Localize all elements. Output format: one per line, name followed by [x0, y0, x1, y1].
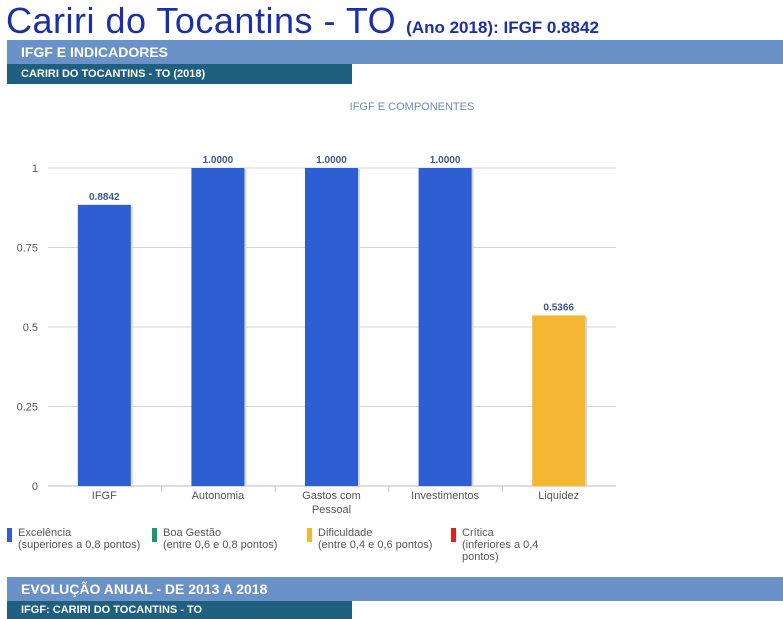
legend-label: Dificuldade — [318, 527, 373, 539]
legend-swatch — [7, 528, 12, 542]
legend-label: Boa Gestão — [163, 527, 222, 539]
y-tick-label: 0.75 — [17, 243, 38, 255]
data-label: 0.8842 — [89, 192, 120, 203]
x-tick-label: Liquidez — [538, 490, 579, 502]
x-tick-label: Gastos com Pessoal — [302, 490, 361, 516]
x-tick-label: IFGF — [92, 490, 117, 502]
data-label: 0.5366 — [543, 302, 574, 313]
data-label: 1.0000 — [316, 155, 347, 166]
legend-label: Excelência — [18, 527, 72, 539]
data-label: 1.0000 — [430, 155, 461, 166]
city-name: Cariri do Tocantins - TO — [6, 0, 397, 41]
legend-desc: (superiores a 0,8 pontos) — [18, 539, 141, 551]
y-tick-label: 0.25 — [17, 402, 38, 414]
section-band-indicators: IFGF E INDICADORES — [7, 40, 783, 64]
bar — [418, 168, 472, 486]
legend-swatch — [451, 528, 456, 542]
legend-item[interactable]: Crítica (inferiores a 0,4 pontos) — [451, 527, 557, 563]
chart-title: IFGF E COMPONENTES — [350, 101, 475, 113]
bar — [77, 204, 131, 486]
page-title: Cariri do Tocantins - TO (Ano 2018): IFGF… — [6, 0, 599, 42]
data-label: 1.0000 — [203, 155, 234, 166]
legend-swatch — [152, 528, 157, 542]
x-tick-label: Investimentos — [411, 490, 479, 502]
y-tick-label: 0 — [32, 481, 38, 493]
legend-item[interactable]: Dificuldade (entre 0,4 e 0,6 pontos) — [307, 527, 458, 551]
y-tick-label: 0.5 — [23, 322, 38, 334]
bar-chart: IFGF E COMPONENTES 0 0.25 0.5 0.75 1 0.8842 IF… — [17, 101, 616, 516]
bar — [532, 315, 586, 486]
bar — [191, 168, 245, 486]
legend-item[interactable]: Excelência (superiores a 0,8 pontos) — [7, 527, 158, 551]
x-tick-label: Autonomia — [192, 490, 245, 502]
section-sub-city: CARIRI DO TOCANTINS - TO (2018) — [7, 64, 352, 84]
legend-desc: (entre 0,4 e 0,6 pontos) — [318, 539, 433, 551]
legend-item[interactable]: Boa Gestão (entre 0,6 e 0,8 pontos) — [152, 527, 303, 551]
y-tick-label: 1 — [32, 163, 38, 175]
bar — [305, 168, 358, 486]
legend-swatch — [307, 528, 312, 542]
section-sub-ifgf: IFGF: CARIRI DO TOCANTINS - TO — [7, 601, 352, 619]
legend-desc: (inferiores a 0,4 pontos) — [462, 539, 539, 563]
legend-label: Crítica — [462, 527, 494, 539]
section-band-evolution: EVOLUÇÃO ANUAL - DE 2013 A 2018 — [7, 577, 783, 601]
legend-desc: (entre 0,6 e 0,8 pontos) — [163, 539, 278, 551]
ifgf-summary: (Ano 2018): IFGF 0.8842 — [406, 18, 599, 37]
